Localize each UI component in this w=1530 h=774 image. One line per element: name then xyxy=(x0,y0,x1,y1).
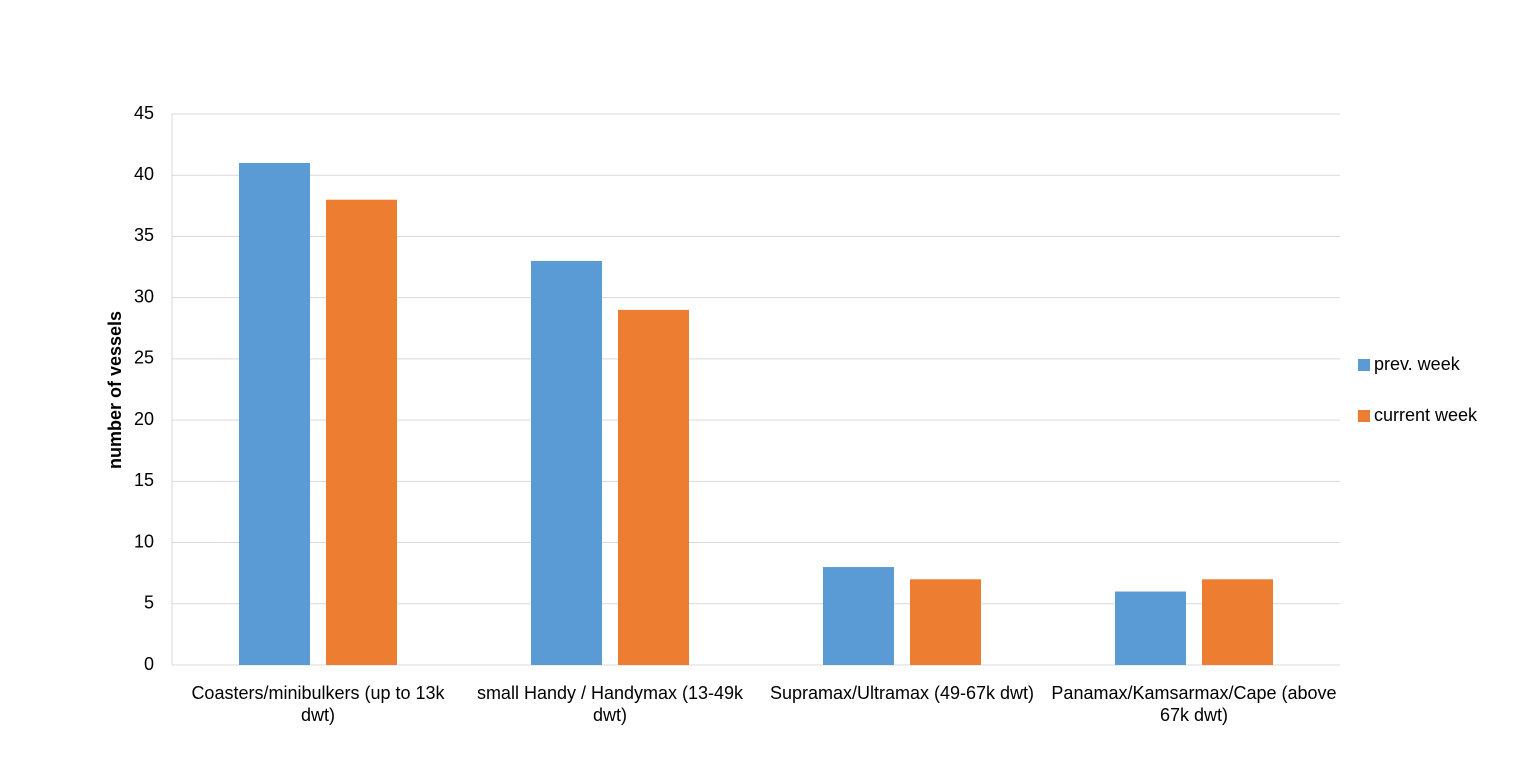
x-tick-label: small Handy / Handymax (13-49k dwt) xyxy=(476,683,744,725)
legend-swatch xyxy=(1358,410,1370,422)
y-tick-label: 15 xyxy=(134,470,154,490)
legend-swatch xyxy=(1358,359,1370,371)
bar xyxy=(1202,579,1273,665)
bar xyxy=(326,199,397,665)
legend-label: prev. week xyxy=(1374,354,1461,374)
y-tick-label: 5 xyxy=(144,593,154,613)
bar xyxy=(531,260,602,665)
x-tick-label: Panamax/Kamsarmax/Cape (above 67k dwt) xyxy=(1051,683,1337,725)
y-tick-label: 40 xyxy=(134,164,154,184)
y-tick-label: 25 xyxy=(134,348,154,368)
legend-label: current week xyxy=(1374,405,1478,425)
bar xyxy=(239,162,310,665)
y-tick-label: 10 xyxy=(134,531,154,551)
x-tick-label: Coasters/minibulkers (up to 13k dwt) xyxy=(191,683,445,725)
y-tick-label: 0 xyxy=(144,654,154,674)
y-tick-label: 35 xyxy=(134,225,154,245)
y-tick-label: 30 xyxy=(134,286,154,306)
bar xyxy=(823,567,894,665)
bar xyxy=(1115,591,1186,665)
bar xyxy=(618,309,689,665)
y-tick-label: 20 xyxy=(134,409,154,429)
y-axis-title: number of vessels xyxy=(105,311,125,469)
y-tick-label: 45 xyxy=(134,103,154,123)
x-tick-label: Supramax/Ultramax (49-67k dwt) xyxy=(769,683,1035,703)
bar xyxy=(910,579,981,665)
